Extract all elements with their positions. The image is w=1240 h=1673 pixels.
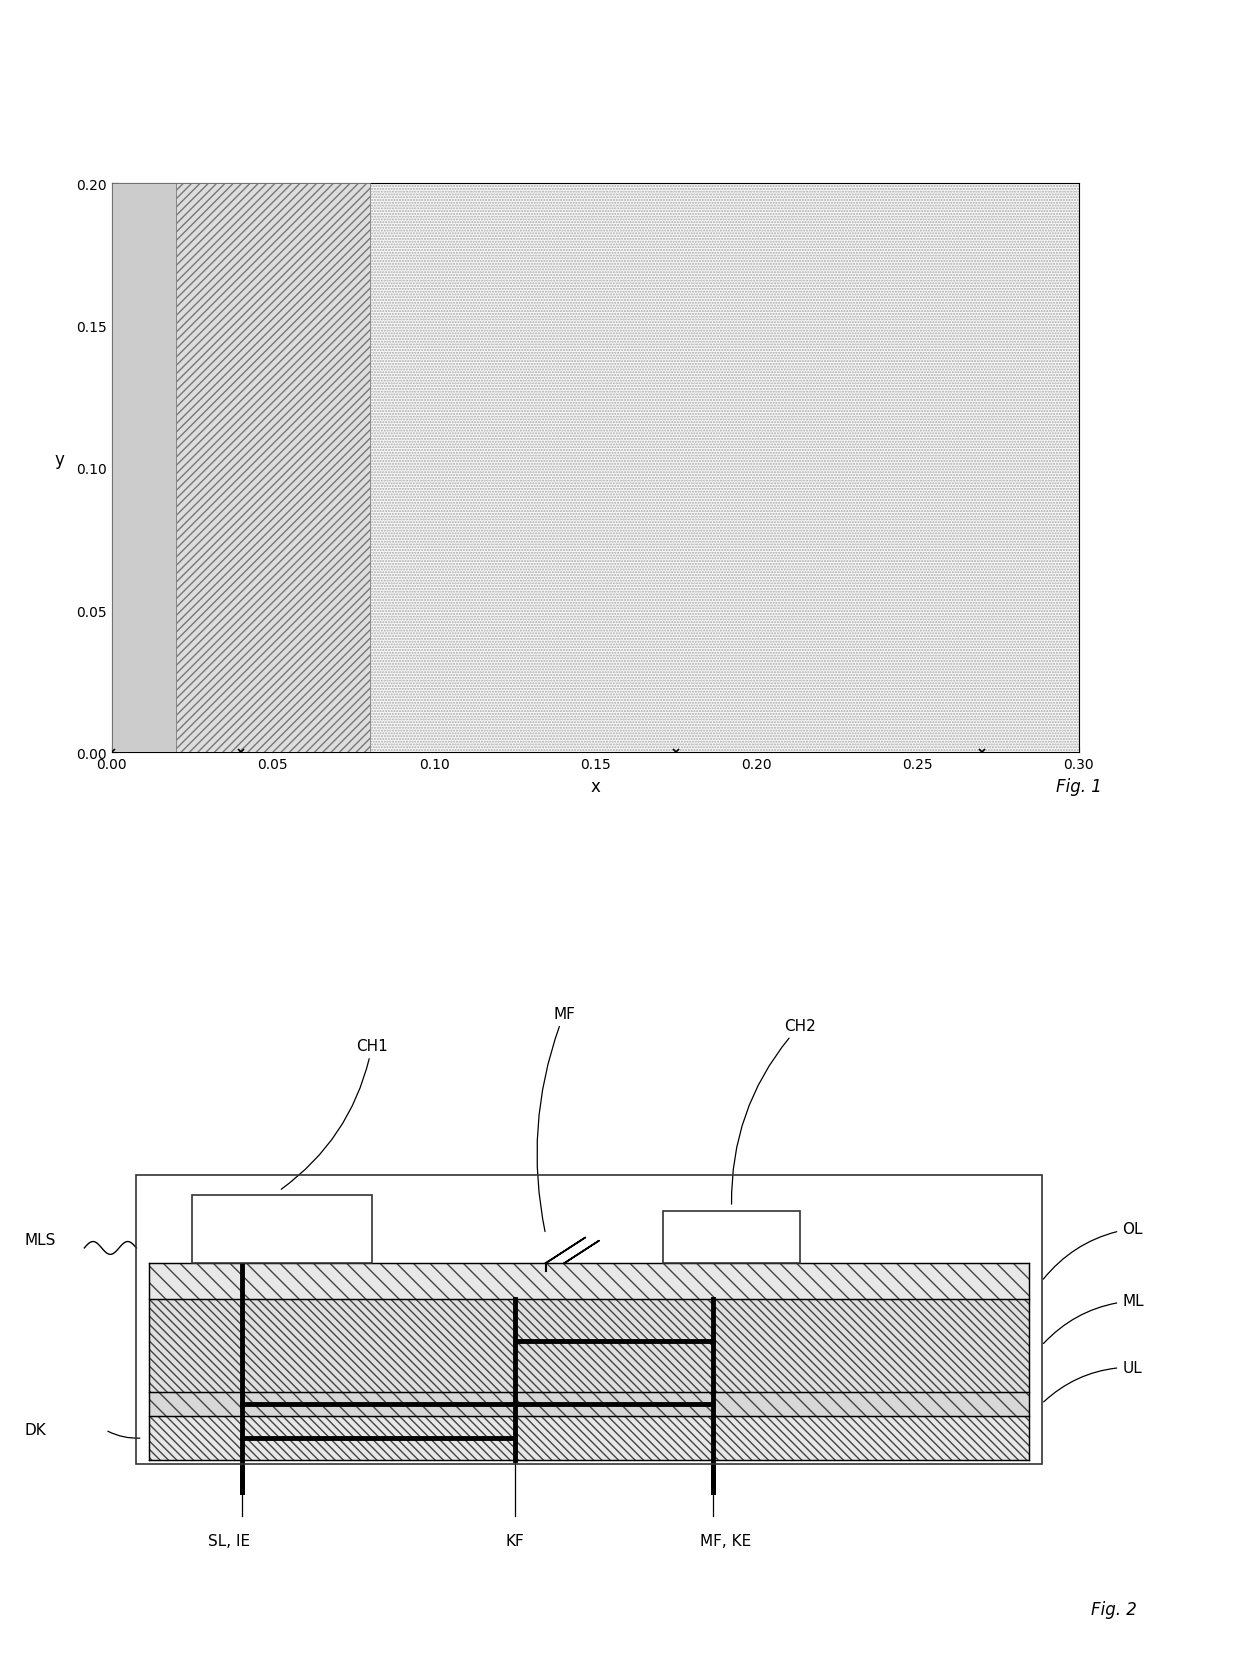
Text: SL, IE: SL, IE — [208, 1532, 250, 1548]
Bar — [192, 1195, 372, 1263]
Text: MF, KE: MF, KE — [699, 1532, 751, 1548]
Bar — [112, 184, 176, 753]
Text: KF: KF — [505, 1532, 525, 1548]
Text: MLS: MLS — [25, 1233, 56, 1248]
Bar — [149, 1263, 1029, 1300]
Text: UL: UL — [1044, 1360, 1142, 1402]
Y-axis label: y: y — [55, 450, 64, 468]
Text: OL: OL — [1043, 1221, 1143, 1280]
Text: CH2: CH2 — [732, 1019, 816, 1205]
Text: MF: MF — [537, 1007, 575, 1231]
X-axis label: x: x — [590, 778, 600, 795]
Bar — [370, 184, 1079, 753]
Text: Fig. 1: Fig. 1 — [1056, 778, 1101, 796]
Text: DK: DK — [25, 1422, 47, 1437]
Bar — [149, 1392, 1029, 1415]
Bar — [149, 1300, 1029, 1392]
Text: ML: ML — [1044, 1293, 1143, 1343]
Bar — [136, 1174, 1042, 1464]
Bar — [149, 1415, 1029, 1461]
Text: CH1: CH1 — [281, 1039, 388, 1190]
Bar — [176, 184, 370, 753]
Bar — [663, 1211, 800, 1263]
Text: Fig. 2: Fig. 2 — [1091, 1599, 1137, 1618]
